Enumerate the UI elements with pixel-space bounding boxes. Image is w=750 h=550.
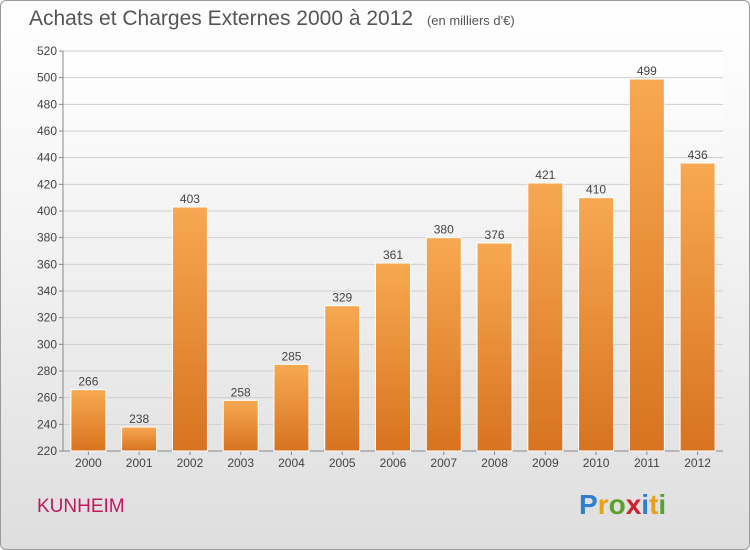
x-tick-label: 2002 bbox=[177, 456, 204, 470]
y-tick-label: 240 bbox=[37, 417, 57, 431]
bar-2011 bbox=[628, 78, 665, 452]
chart-subtitle: (en milliers d'€) bbox=[426, 13, 515, 28]
logo-letter: r bbox=[597, 489, 609, 520]
x-axis-labels: 2000 2001 2002 2003 2004 2005 2006 2007 2008 2009… bbox=[75, 456, 711, 470]
x-tick-label: 2006 bbox=[380, 456, 407, 470]
y-tick-label: 360 bbox=[37, 257, 57, 271]
x-tick-label: 2008 bbox=[481, 456, 508, 470]
y-tick-label: 380 bbox=[37, 231, 57, 245]
value-labels: 266 238 403 258 285 329 361 380 376 421 410 499 436 bbox=[78, 64, 708, 426]
bar-2002 bbox=[171, 206, 208, 452]
y-tick-label: 340 bbox=[37, 284, 57, 298]
y-tick-label: 300 bbox=[37, 337, 57, 351]
x-tick-label: 2000 bbox=[75, 456, 102, 470]
bar-2007 bbox=[425, 237, 462, 452]
value-label: 329 bbox=[332, 291, 352, 305]
logo-letter: i bbox=[658, 489, 667, 520]
value-label: 361 bbox=[383, 248, 403, 262]
value-label: 499 bbox=[637, 64, 657, 78]
value-label: 238 bbox=[129, 412, 149, 426]
bar-2005 bbox=[324, 305, 361, 452]
logo-letter: t bbox=[649, 489, 659, 520]
bar-2003 bbox=[222, 399, 259, 452]
bar-2008 bbox=[476, 242, 513, 452]
x-tick-label: 2011 bbox=[634, 456, 660, 470]
value-label: 380 bbox=[434, 223, 454, 237]
y-tick-label: 440 bbox=[37, 151, 57, 165]
y-tick-label: 420 bbox=[37, 177, 57, 191]
bar-2009 bbox=[527, 182, 564, 452]
x-tick-label: 2012 bbox=[684, 456, 711, 470]
y-tick-label: 500 bbox=[37, 71, 57, 85]
x-tick-label: 2003 bbox=[227, 456, 254, 470]
bar-2004 bbox=[273, 363, 310, 452]
logo-letter: P bbox=[579, 489, 598, 520]
x-tick-label: 2007 bbox=[430, 456, 457, 470]
bars bbox=[70, 78, 716, 452]
y-tick-label: 460 bbox=[37, 124, 57, 138]
bar-2012 bbox=[679, 162, 716, 452]
y-tick-label: 260 bbox=[37, 391, 57, 405]
x-tick-label: 2010 bbox=[583, 456, 610, 470]
chart-title-text: Achats et Charges Externes 2000 à 2012 bbox=[29, 7, 414, 30]
value-label: 258 bbox=[231, 385, 251, 399]
proxiti-logo[interactable]: Proxiti bbox=[579, 489, 666, 521]
value-label: 421 bbox=[535, 168, 555, 182]
bar-2010 bbox=[578, 197, 615, 452]
value-label: 436 bbox=[688, 148, 708, 162]
x-tick-label: 2005 bbox=[329, 456, 356, 470]
y-tick-label: 400 bbox=[37, 204, 57, 218]
y-axis-labels: 220 240 260 280 300 320 340 360 380 400 420 440 460 4… bbox=[37, 44, 57, 458]
y-tick-label: 520 bbox=[37, 44, 57, 58]
chart-title: Achats et Charges Externes 2000 à 2012 (… bbox=[29, 7, 515, 31]
logo-letter: o bbox=[608, 489, 626, 520]
logo-letter: x bbox=[625, 489, 642, 520]
bar-2001 bbox=[121, 426, 158, 452]
y-tick-label: 220 bbox=[37, 444, 57, 458]
bar-2000 bbox=[70, 389, 107, 452]
value-label: 285 bbox=[281, 349, 301, 363]
city-name: KUNHEIM bbox=[37, 496, 125, 517]
x-tick-label: 2001 bbox=[126, 456, 153, 470]
y-tick-label: 480 bbox=[37, 97, 57, 111]
x-tick-label: 2009 bbox=[532, 456, 559, 470]
value-label: 403 bbox=[180, 192, 200, 206]
bar-2006 bbox=[375, 262, 411, 452]
value-label: 266 bbox=[78, 375, 98, 389]
value-label: 376 bbox=[485, 228, 505, 242]
y-tick-label: 280 bbox=[37, 364, 57, 378]
logo-letter: i bbox=[641, 489, 650, 520]
y-tick-label: 320 bbox=[37, 311, 57, 325]
x-tick-label: 2004 bbox=[278, 456, 305, 470]
value-label: 410 bbox=[586, 183, 606, 197]
